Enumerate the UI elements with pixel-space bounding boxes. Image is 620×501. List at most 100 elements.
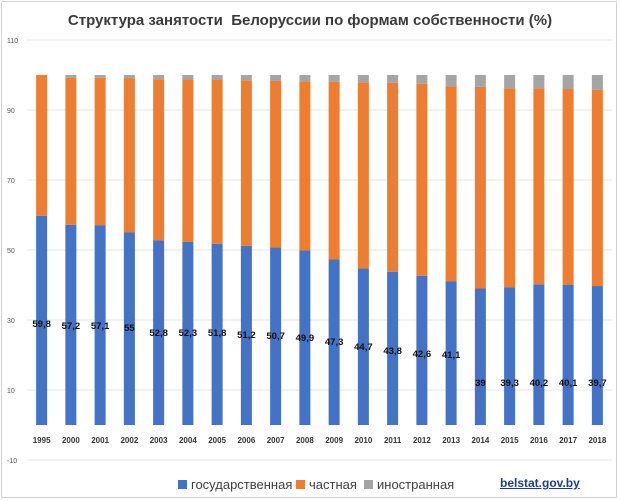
data-label: 50,7: [266, 331, 285, 342]
bar-segment-private: [153, 79, 165, 241]
bar-segment-state: [36, 215, 48, 425]
bar-segment-state: [328, 259, 340, 425]
y-tick-label: 30: [7, 318, 15, 325]
bar-segment-foreign: [153, 75, 165, 80]
legend-item-private: частная: [296, 477, 357, 492]
source-link[interactable]: belstat.gov.by: [500, 476, 580, 490]
x-tick-label: 2014: [471, 436, 489, 445]
bar-segment-foreign: [387, 75, 399, 83]
legend-item-foreign: иностранная: [364, 477, 454, 492]
legend-label-private: частная: [309, 477, 357, 492]
y-axis: -10 10 30 50 70 90 110: [7, 38, 18, 465]
bar-segment-foreign: [211, 75, 223, 80]
bar-segment-state: [445, 281, 457, 425]
bar-segment-state: [211, 243, 223, 425]
x-tick-label: 2017: [559, 436, 577, 445]
bar-segment-private: [416, 83, 428, 276]
x-tick-label: 2008: [296, 436, 314, 445]
bar-segment-private: [65, 77, 77, 225]
y-tick-label: 70: [7, 178, 15, 185]
x-tick-label: 2004: [179, 436, 197, 445]
bar-segment-private: [123, 78, 135, 233]
bar-segment-private: [211, 79, 223, 244]
bar-segment-state: [562, 284, 574, 425]
bar-segment-private: [562, 89, 574, 285]
x-tick-label: 2016: [530, 436, 548, 445]
bar-segment-private: [533, 88, 545, 285]
legend-swatch-private: [296, 480, 305, 489]
y-tick-label: 110: [7, 38, 18, 45]
bars: [36, 75, 603, 425]
data-label: 39: [475, 378, 486, 389]
data-labels: 59,8 57,2 57,1 55 52,8 52,3 51,8 51,2 50,7 49,9 47…: [32, 319, 606, 389]
data-label: 40,2: [530, 378, 549, 389]
x-tick-label: 2009: [325, 436, 343, 445]
x-tick-label: 2002: [120, 436, 138, 445]
bar-segment-private: [445, 86, 457, 282]
data-label: 39,3: [500, 378, 519, 389]
bar-segment-foreign: [270, 75, 282, 81]
bar-segment-state: [153, 240, 165, 425]
x-axis: 1995 2000 2001 2002 2003 2004 2005 2006 2007 2008…: [33, 436, 607, 445]
data-label: 49,9: [296, 333, 315, 344]
bar-segment-state: [299, 250, 311, 425]
bar-segment-private: [387, 82, 399, 272]
gridlines: [27, 39, 612, 461]
data-label: 41,1: [442, 350, 461, 361]
x-tick-label: 2018: [588, 436, 606, 445]
data-label: 43,8: [383, 346, 402, 357]
data-label: 39,7: [588, 378, 607, 389]
bar-segment-state: [504, 287, 516, 425]
bar-segment-private: [270, 80, 282, 248]
data-label: 59,8: [32, 319, 51, 330]
bar-segment-state: [65, 224, 77, 425]
bar-segment-private: [36, 75, 48, 216]
data-label: 55: [124, 323, 135, 334]
x-tick-label: 2007: [267, 436, 285, 445]
data-label: 52,8: [149, 328, 168, 339]
chart-title: Структура занятости Белоруссии по формам…: [67, 12, 553, 29]
bar-segment-private: [240, 80, 252, 246]
bar-segment-foreign: [123, 75, 135, 79]
x-tick-label: 2000: [62, 436, 80, 445]
bar-segment-foreign: [182, 75, 194, 80]
bar-segment-foreign: [357, 75, 369, 83]
data-label: 40,1: [559, 378, 578, 389]
x-tick-label: 2005: [208, 436, 226, 445]
bar-segment-state: [123, 232, 135, 425]
bar-segment-state: [357, 268, 369, 425]
legend: государственная частная иностранная: [0, 477, 620, 497]
x-tick-label: 2015: [501, 436, 519, 445]
bar-segment-foreign: [562, 75, 574, 89]
legend-label-state: государственная: [191, 477, 293, 492]
x-tick-label: 2010: [354, 436, 372, 445]
bar-segment-foreign: [240, 75, 252, 81]
bar-segment-foreign: [94, 75, 106, 78]
bar-segment-private: [591, 89, 603, 287]
bar-segment-foreign: [474, 75, 486, 87]
x-tick-label: 2006: [237, 436, 255, 445]
data-label: 51,2: [237, 330, 256, 341]
legend-label-foreign: иностранная: [377, 477, 455, 492]
data-label: 57,1: [91, 321, 110, 332]
legend-swatch-foreign: [364, 480, 373, 489]
bar-segment-private: [328, 81, 340, 260]
y-tick-label: -10: [7, 458, 17, 465]
bar-segment-state: [533, 284, 545, 425]
bar-segment-private: [94, 77, 106, 226]
x-tick-label: 2013: [442, 436, 460, 445]
y-tick-label: 10: [7, 388, 15, 395]
bar-segment-private: [357, 82, 369, 269]
x-tick-label: 1995: [33, 436, 51, 445]
data-label: 57,2: [62, 321, 81, 332]
bar-segment-state: [416, 275, 428, 425]
x-tick-label: 2012: [413, 436, 431, 445]
legend-item-state: государственная: [178, 477, 292, 492]
data-label: 52,3: [179, 328, 198, 339]
x-tick-label: 2011: [384, 436, 402, 445]
bar-segment-state: [387, 271, 399, 425]
data-label: 44,7: [354, 342, 373, 353]
y-tick-label: 90: [7, 108, 15, 115]
bar-segment-private: [182, 79, 194, 242]
